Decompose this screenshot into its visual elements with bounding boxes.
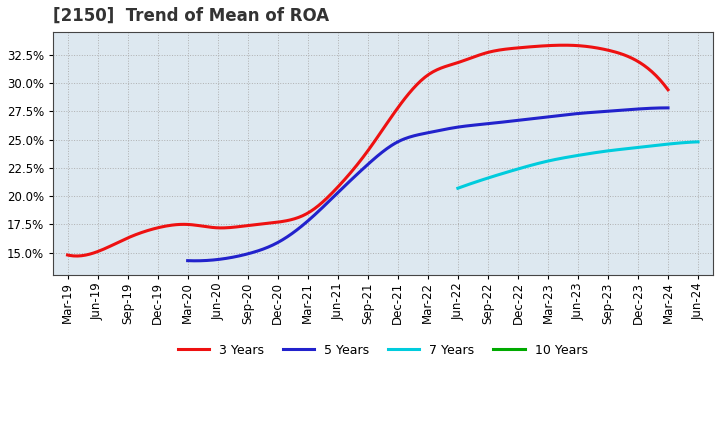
Text: [2150]  Trend of Mean of ROA: [2150] Trend of Mean of ROA bbox=[53, 7, 328, 25]
Legend: 3 Years, 5 Years, 7 Years, 10 Years: 3 Years, 5 Years, 7 Years, 10 Years bbox=[173, 338, 593, 362]
